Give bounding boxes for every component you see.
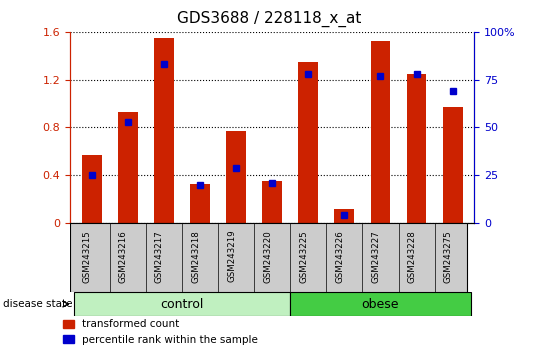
Legend: transformed count, percentile rank within the sample: transformed count, percentile rank withi…: [59, 315, 262, 349]
Text: GSM243215: GSM243215: [82, 230, 92, 282]
Bar: [74, 292, 290, 316]
Bar: [290, 292, 471, 316]
Text: GSM243219: GSM243219: [227, 230, 236, 282]
Text: disease state: disease state: [3, 299, 72, 309]
Bar: [262, 181, 282, 223]
Text: GDS3688 / 228118_x_at: GDS3688 / 228118_x_at: [177, 11, 362, 27]
Bar: [443, 107, 462, 223]
Bar: [335, 209, 354, 223]
Text: GSM243225: GSM243225: [299, 230, 308, 282]
Text: GSM243216: GSM243216: [119, 230, 128, 282]
Bar: [118, 112, 138, 223]
Text: GSM243217: GSM243217: [155, 230, 164, 282]
Bar: [154, 38, 174, 223]
Bar: [190, 184, 210, 223]
Bar: [299, 62, 318, 223]
Bar: [82, 155, 102, 223]
Text: GSM243228: GSM243228: [407, 230, 417, 282]
Text: GSM243220: GSM243220: [263, 230, 272, 282]
Bar: [406, 74, 426, 223]
Text: GSM243227: GSM243227: [371, 230, 381, 282]
Text: GSM243275: GSM243275: [444, 230, 453, 282]
Bar: [226, 131, 246, 223]
Text: control: control: [160, 298, 204, 310]
Text: GSM243218: GSM243218: [191, 230, 200, 282]
Bar: [370, 41, 390, 223]
Text: GSM243226: GSM243226: [335, 230, 344, 282]
Text: obese: obese: [362, 298, 399, 310]
